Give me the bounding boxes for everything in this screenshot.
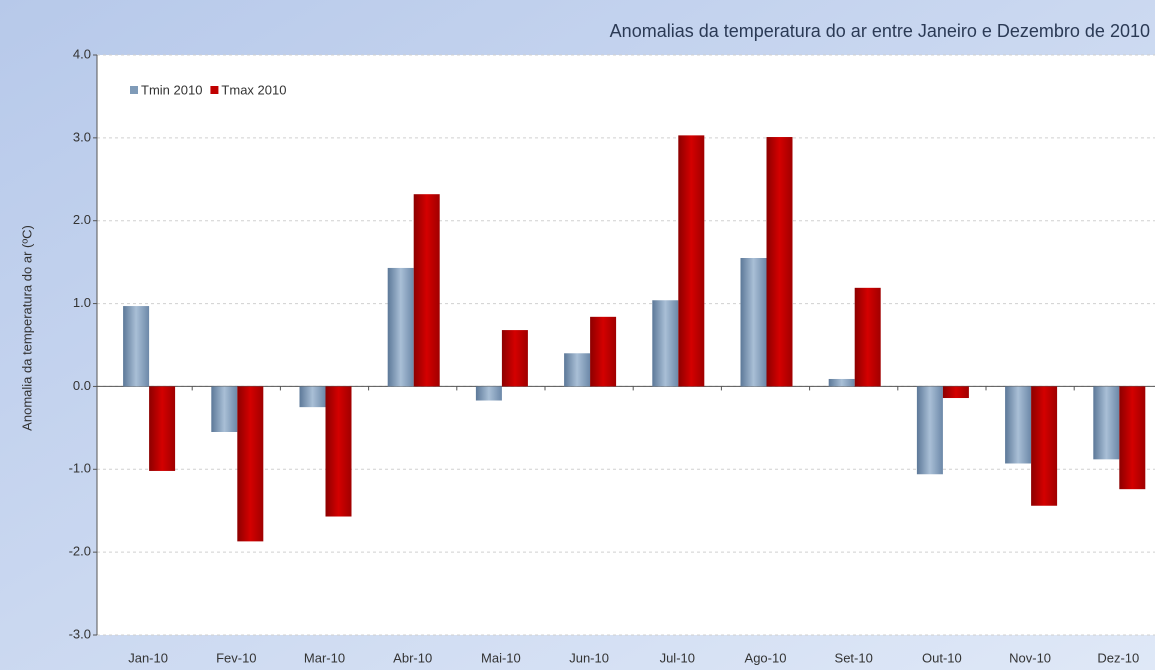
bar bbox=[211, 386, 238, 432]
bar bbox=[740, 258, 767, 387]
x-tick-label: Jul-10 bbox=[660, 650, 695, 665]
x-tick-label: Dez-10 bbox=[1097, 650, 1139, 665]
bar bbox=[590, 316, 617, 387]
legend-label: Tmin 2010 bbox=[141, 82, 202, 97]
y-tick-label: -3.0 bbox=[69, 626, 91, 641]
bar bbox=[564, 353, 591, 387]
bar bbox=[1093, 386, 1120, 460]
bar bbox=[501, 330, 528, 387]
x-tick-label: Abr-10 bbox=[393, 650, 432, 665]
bar bbox=[854, 287, 881, 387]
bar bbox=[1031, 386, 1058, 506]
x-tick-label: Out-10 bbox=[922, 650, 962, 665]
x-tick-label: Set-10 bbox=[835, 650, 873, 665]
y-axis-label: Anomalia da temperatura do ar (ºC) bbox=[19, 225, 34, 431]
x-tick-label: Mai-10 bbox=[481, 650, 521, 665]
x-tick-label: Jan-10 bbox=[128, 650, 168, 665]
y-tick-label: 3.0 bbox=[73, 129, 91, 144]
bar bbox=[916, 386, 943, 475]
bar bbox=[1119, 386, 1146, 490]
x-tick-label: Jun-10 bbox=[569, 650, 609, 665]
bar bbox=[678, 135, 705, 387]
x-tick-label: Ago-10 bbox=[745, 650, 787, 665]
bar bbox=[387, 267, 414, 387]
chart-title: Anomalias da temperatura do ar entre Jan… bbox=[610, 21, 1150, 41]
legend-swatch bbox=[210, 86, 219, 94]
bar bbox=[942, 386, 969, 399]
bar bbox=[1005, 386, 1032, 464]
legend-swatch bbox=[130, 86, 138, 94]
bar bbox=[413, 194, 440, 387]
x-tick-label: Mar-10 bbox=[304, 650, 345, 665]
y-tick-label: -2.0 bbox=[69, 544, 91, 559]
x-tick-label: Fev-10 bbox=[216, 650, 256, 665]
bar bbox=[237, 386, 264, 542]
bar bbox=[149, 386, 176, 471]
bar bbox=[766, 137, 793, 387]
bar bbox=[123, 306, 150, 387]
y-tick-label: 2.0 bbox=[73, 212, 91, 227]
plot-area bbox=[97, 55, 1155, 635]
y-tick-label: 4.0 bbox=[73, 46, 91, 61]
legend-label: Tmax 2010 bbox=[221, 82, 286, 97]
bar bbox=[299, 386, 326, 408]
bar bbox=[652, 300, 679, 387]
y-tick-label: 0.0 bbox=[73, 378, 91, 393]
bar bbox=[828, 378, 855, 387]
x-tick-label: Nov-10 bbox=[1009, 650, 1051, 665]
y-tick-label: -1.0 bbox=[69, 461, 91, 476]
bar bbox=[325, 386, 352, 517]
y-tick-label: 1.0 bbox=[73, 295, 91, 310]
bar bbox=[475, 386, 502, 401]
